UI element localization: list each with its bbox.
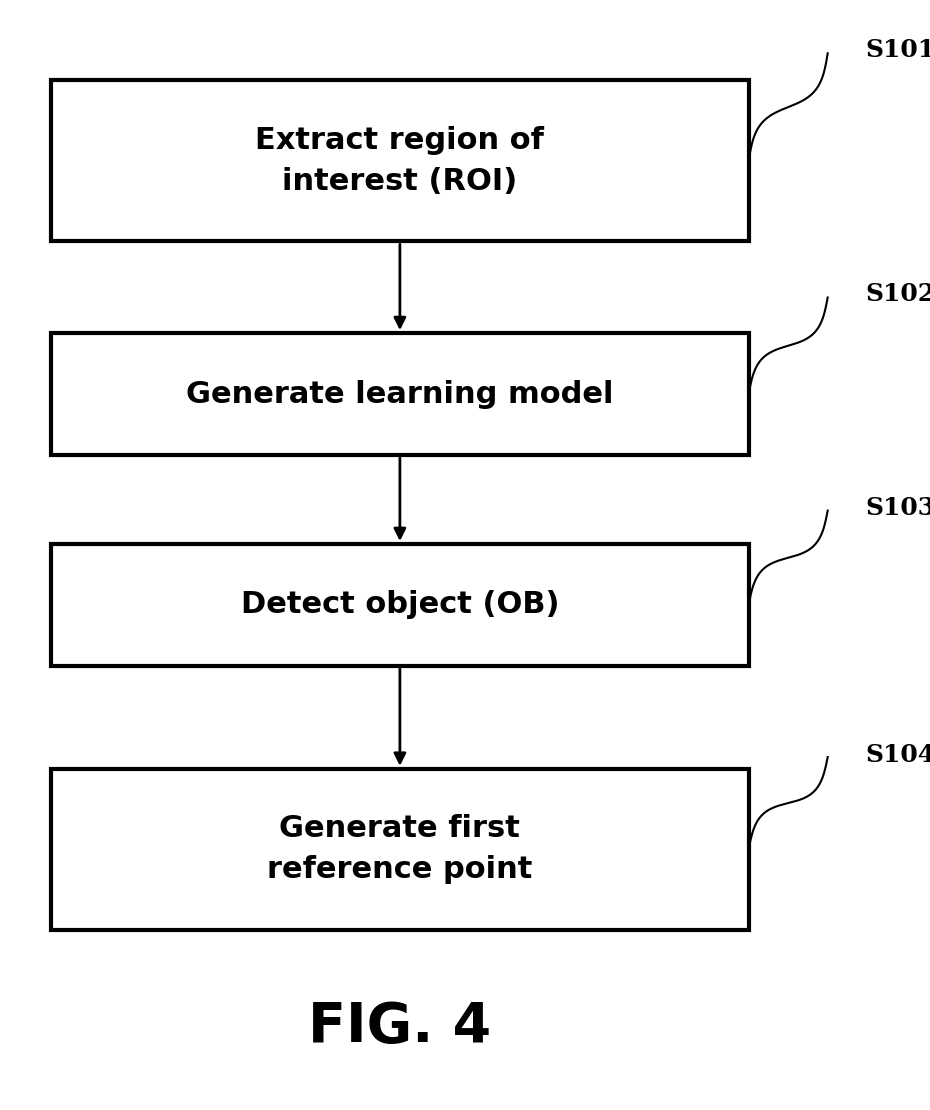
Text: S102: S102: [865, 282, 930, 306]
Text: Generate learning model: Generate learning model: [186, 380, 614, 408]
Text: S104: S104: [865, 743, 930, 767]
Bar: [51, 544, 749, 666]
Bar: [51, 81, 749, 242]
Text: Detect object (OB): Detect object (OB): [241, 591, 559, 619]
Text: FIG. 4: FIG. 4: [309, 1000, 491, 1053]
Text: Generate first
reference point: Generate first reference point: [267, 815, 533, 884]
Text: S103: S103: [865, 496, 930, 521]
Bar: [51, 768, 749, 930]
Text: S101: S101: [865, 38, 930, 62]
Bar: [51, 333, 749, 455]
Text: Extract region of
interest (ROI): Extract region of interest (ROI): [256, 127, 544, 195]
